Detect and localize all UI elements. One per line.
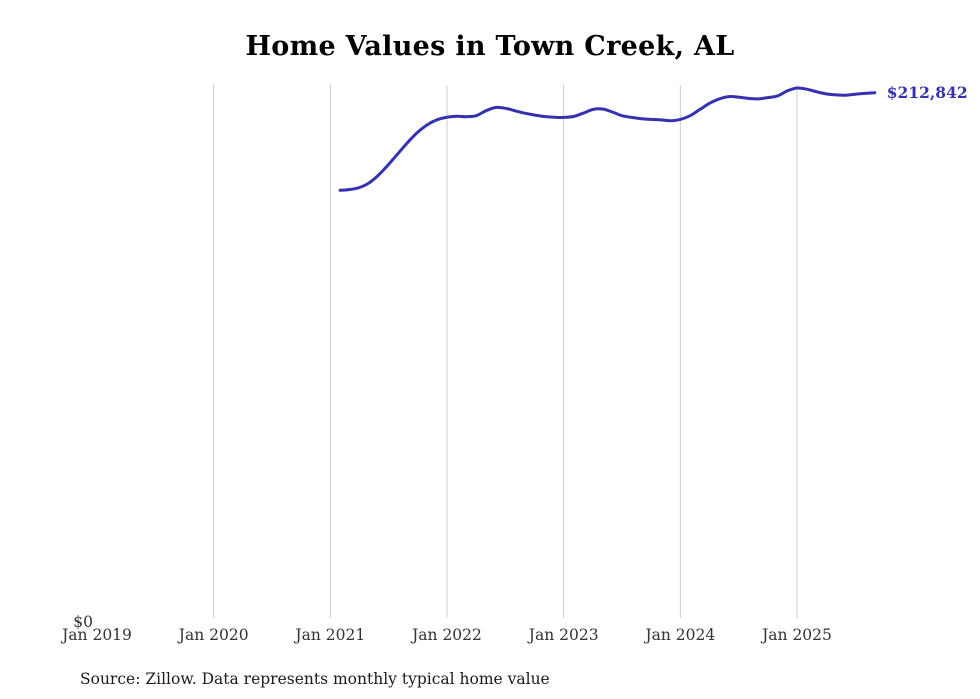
y-tick-label: $0 xyxy=(73,613,93,631)
chart-title: Home Values in Town Creek, AL xyxy=(245,31,735,62)
x-tick-label: Jan 2019 xyxy=(60,626,132,644)
end-value-label: $212,842 xyxy=(887,83,968,102)
x-tick-label: Jan 2022 xyxy=(410,626,482,644)
value-line xyxy=(338,86,877,192)
x-tick-label: Jan 2021 xyxy=(293,626,365,644)
x-tick-label: Jan 2025 xyxy=(760,626,832,644)
x-tick-label: Jan 2024 xyxy=(643,626,715,644)
source-note: Source: Zillow. Data represents monthly … xyxy=(80,670,550,688)
x-tick-label: Jan 2020 xyxy=(177,626,249,644)
x-tick-label: Jan 2023 xyxy=(527,626,599,644)
